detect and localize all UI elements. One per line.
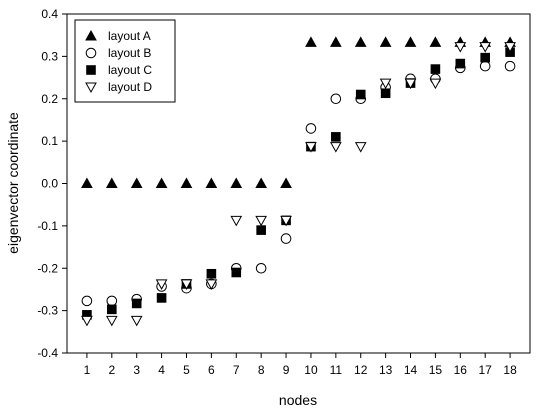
point-layout-D xyxy=(404,78,417,90)
point-layout-D xyxy=(230,215,243,227)
point-layout-A xyxy=(205,177,218,188)
x-tick-label: 4 xyxy=(158,363,165,377)
y-tick-label: -0.3 xyxy=(37,304,58,318)
point-layout-D xyxy=(81,315,93,327)
point-layout-A xyxy=(105,177,118,188)
point-layout-D xyxy=(180,279,193,290)
y-tick-label: -0.4 xyxy=(37,346,58,360)
point-layout-C xyxy=(256,225,266,235)
point-layout-A xyxy=(255,177,268,188)
point-layout-D xyxy=(429,78,442,90)
point-layout-C xyxy=(480,52,490,63)
y-axis-label: eigenvector coordinate xyxy=(5,112,21,254)
point-layout-C xyxy=(380,88,391,99)
legend: layout A layout B layout C layout D xyxy=(74,19,176,103)
y-tick-label: 0.2 xyxy=(41,92,58,106)
point-layout-D xyxy=(354,142,367,153)
point-layout-B xyxy=(255,262,267,274)
point-layout-A xyxy=(130,177,143,188)
y-tick-label: 0.0 xyxy=(41,177,58,191)
legend-marker-layout-D xyxy=(85,82,97,94)
point-layout-C xyxy=(156,293,167,303)
point-layout-A xyxy=(379,36,392,47)
point-layout-C xyxy=(131,298,142,309)
point-layout-A xyxy=(429,36,442,47)
y-tick-label: -0.1 xyxy=(37,219,58,233)
point-layout-D xyxy=(255,215,268,227)
x-tick-label: 7 xyxy=(233,363,240,377)
legend-marker-layout-B xyxy=(85,47,97,59)
point-layout-A xyxy=(180,177,193,188)
point-layout-D xyxy=(305,142,317,153)
point-layout-A xyxy=(81,177,93,188)
point-layout-D xyxy=(329,142,342,153)
y-tick-label: 0.1 xyxy=(41,134,58,148)
point-layout-A xyxy=(354,36,367,47)
legend-label-layout-c: layout C xyxy=(108,63,152,77)
x-tick-label: 2 xyxy=(108,363,115,377)
point-layout-B xyxy=(330,93,342,105)
x-tick-label: 16 xyxy=(454,363,468,377)
x-tick-label: 6 xyxy=(208,363,215,377)
legend-label-layout-d: layout D xyxy=(108,80,152,94)
point-layout-D xyxy=(155,279,168,290)
point-layout-C xyxy=(430,64,441,74)
point-layout-B xyxy=(280,233,292,244)
point-layout-D xyxy=(105,315,118,327)
x-axis-ticks: 1 2 3 4 5 6 7 8 9 10 11 12 13 14 15 16 17 18 xyxy=(84,353,517,377)
x-tick-label: 3 xyxy=(133,363,140,377)
x-tick-label: 12 xyxy=(354,363,368,377)
point-layout-C xyxy=(331,132,341,142)
x-tick-label: 14 xyxy=(404,363,418,377)
point-layout-D xyxy=(479,42,492,53)
x-tick-label: 10 xyxy=(304,363,318,377)
x-tick-label: 15 xyxy=(429,363,443,377)
point-layout-D xyxy=(504,42,516,53)
point-layout-B xyxy=(504,60,516,72)
legend-marker-layout-C xyxy=(86,65,96,75)
x-tick-label: 11 xyxy=(330,363,343,377)
point-layout-C xyxy=(206,268,217,279)
y-tick-label: 0.4 xyxy=(41,7,58,21)
x-tick-label: 8 xyxy=(258,363,265,377)
y-axis-ticks: -0.4 -0.3 -0.2 -0.1 0.0 0.1 0.2 0.3 0.4 xyxy=(37,7,67,360)
y-tick-label: -0.2 xyxy=(37,261,58,275)
point-layout-A xyxy=(230,177,243,188)
point-layout-D xyxy=(379,78,392,90)
point-layout-C xyxy=(231,267,242,278)
point-layout-A xyxy=(155,177,168,188)
point-layout-D xyxy=(280,215,292,227)
x-axis-label: nodes xyxy=(279,392,317,408)
point-layout-B xyxy=(106,295,118,307)
data-points xyxy=(81,36,516,327)
point-layout-B xyxy=(81,295,93,307)
point-layout-C xyxy=(107,304,117,315)
point-layout-A xyxy=(305,36,317,47)
point-layout-B xyxy=(479,60,491,72)
point-layout-D xyxy=(454,42,467,53)
point-layout-A xyxy=(404,36,417,47)
x-tick-label: 13 xyxy=(379,363,393,377)
point-layout-C xyxy=(355,89,366,100)
x-tick-label: 1 xyxy=(84,363,91,377)
legend-marker-layout-A xyxy=(85,29,97,41)
point-layout-B xyxy=(305,123,317,134)
legend-label-layout-a: layout A xyxy=(108,29,151,43)
point-layout-A xyxy=(280,177,292,188)
legend-markers xyxy=(85,29,97,94)
x-tick-label: 9 xyxy=(283,363,290,377)
point-layout-D xyxy=(130,315,143,327)
x-tick-label: 17 xyxy=(479,363,493,377)
legend-label-layout-b: layout B xyxy=(108,46,151,60)
x-tick-label: 5 xyxy=(183,363,190,377)
point-layout-C xyxy=(455,58,466,69)
y-tick-label: 0.3 xyxy=(41,49,58,63)
point-layout-A xyxy=(329,36,342,47)
point-layout-D xyxy=(205,279,218,290)
x-tick-label: 18 xyxy=(503,363,517,377)
